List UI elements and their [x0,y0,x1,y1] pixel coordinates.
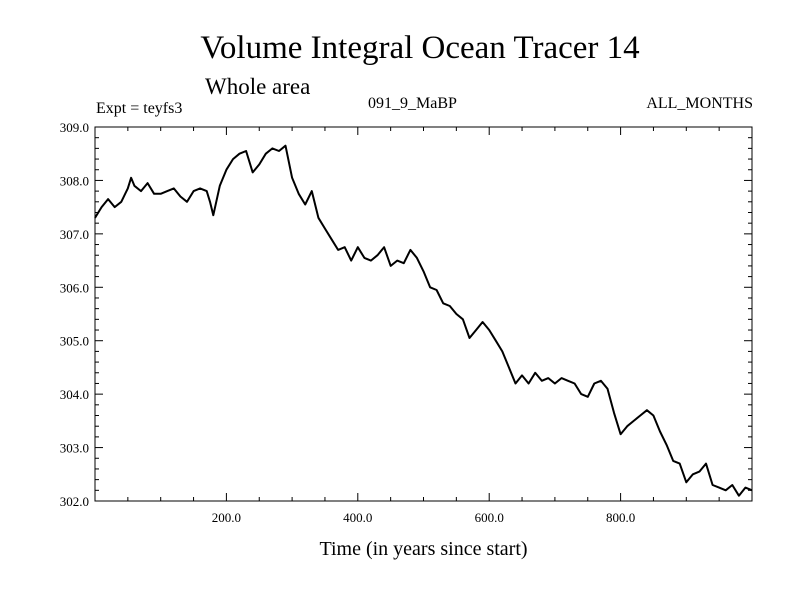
y-tick-label: 309.0 [60,120,89,135]
experiment-label: Expt = teyfs3 [96,100,183,117]
y-tick-label: 305.0 [60,334,89,349]
y-tick-label: 306.0 [60,280,89,295]
y-tick-label: 307.0 [60,227,89,242]
y-tick-label: 303.0 [60,441,89,456]
y-tick-label: 308.0 [60,173,89,188]
x-tick-label: 200.0 [212,510,241,525]
y-tick-label: 302.0 [60,494,89,509]
x-tick-label: 800.0 [606,510,635,525]
period-label: ALL_MONTHS [646,95,753,112]
chart-title: Volume Integral Ocean Tracer 14 [200,30,640,66]
x-axis-label: Time (in years since start) [319,538,528,560]
series-line [94,144,753,497]
tick-labels: 200.0 400.0 600.0 800.0 302.0 303.0 304.0 305.0… [60,120,635,525]
plot-frame [94,126,753,502]
run-label: 091_9_MaBP [368,95,457,112]
y-tick-label: 304.0 [60,387,89,402]
x-tick-label: 600.0 [475,510,504,525]
tick-marks [95,127,752,501]
chart-subtitle: Whole area [205,74,311,99]
x-tick-label: 400.0 [343,510,372,525]
